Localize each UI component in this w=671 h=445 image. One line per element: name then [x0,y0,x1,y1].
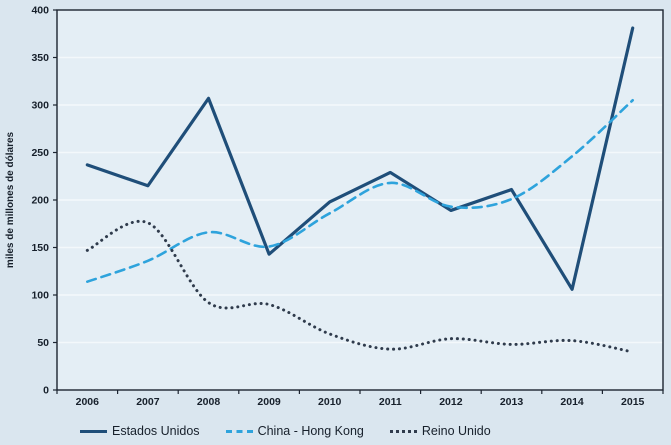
x-tick-label: 2010 [318,396,342,408]
legend-item-estados-unidos: Estados Unidos [80,422,200,440]
x-tick-label: 2011 [379,396,402,408]
x-tick-label: 2009 [257,396,281,408]
x-tick-label: 2014 [560,396,584,408]
y-tick-label: 100 [31,290,49,302]
y-tick-label: 250 [31,147,49,159]
legend-item-reino-unido: Reino Unido [389,422,491,440]
y-tick-label: 300 [31,100,49,112]
series-line-estados-unidos [85,26,635,291]
dashed-line-icon [225,429,253,433]
solid-line-icon [80,429,107,433]
series-line-china-hong-kong [86,98,634,283]
y-tick-label: 350 [31,52,49,64]
series-line-reino-unido [85,219,635,354]
legend-label: Reino Unido [421,424,491,438]
axis-ticks-and-labels: 0 50 100 150 200 250 300 350 400 2006 2007 2008 2009… [31,5,664,408]
x-tick-label: 2013 [500,396,524,408]
y-axis-title: miles de millones de dólares [5,131,16,268]
legend-label: China - Hong Kong [257,424,364,438]
data-series [85,26,635,354]
y-tick-label: 150 [31,242,49,254]
y-tick-label: 200 [31,195,49,207]
x-tick-label: 2007 [136,396,160,408]
y-tick-label: 50 [37,337,49,349]
x-tick-label: 2015 [621,396,645,408]
legend-label: Estados Unidos [112,424,200,438]
x-tick-label: 2012 [439,396,463,408]
plot-area-svg: 0 50 100 150 200 250 300 350 400 2006 2007 2008 2009… [5,5,664,408]
gridlines [57,56,663,344]
x-tick-label: 2008 [197,396,221,408]
y-tick-label: 400 [31,5,49,17]
y-tick-label: 0 [43,385,49,397]
legend: Estados Unidos China - Hong Kong Reino U… [80,422,491,440]
x-tick-label: 2006 [76,396,100,408]
dotted-line-icon [389,429,417,433]
legend-item-china-hong-kong: China - Hong Kong [225,422,364,440]
